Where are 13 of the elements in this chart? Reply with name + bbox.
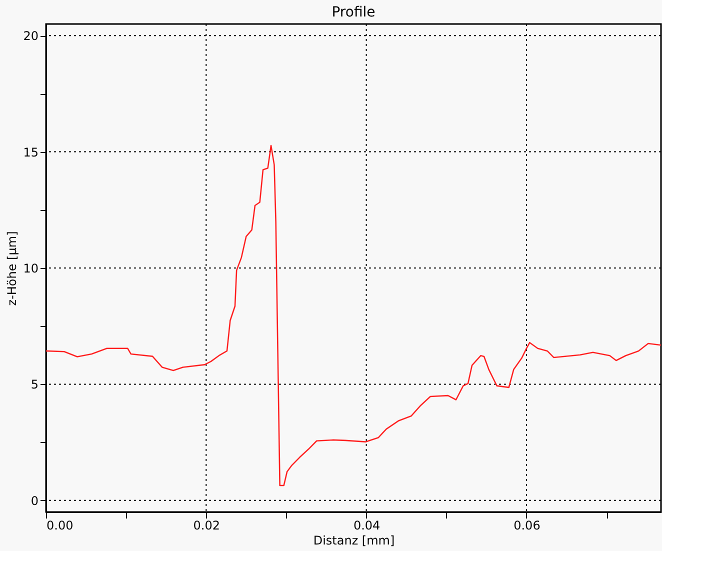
x-tick-label: 0.00 [46, 518, 74, 532]
x-tick-label: 0.04 [353, 518, 380, 532]
y-tick-label: 5 [30, 378, 38, 392]
y-tick-label: 20 [23, 29, 38, 44]
x-axis-title: Distanz [mm] [313, 534, 395, 548]
y-tick-label: 10 [23, 262, 38, 276]
line-series [45, 144, 662, 486]
y-tick-label: 15 [23, 145, 38, 160]
x-tick-label: 0.06 [514, 518, 540, 532]
y-tick-label: 0 [30, 494, 38, 508]
x-tick-label: 0.02 [193, 518, 220, 532]
y-axis-title: z-Höhe [µm] [5, 231, 20, 306]
chart-title: Profile [332, 4, 376, 20]
